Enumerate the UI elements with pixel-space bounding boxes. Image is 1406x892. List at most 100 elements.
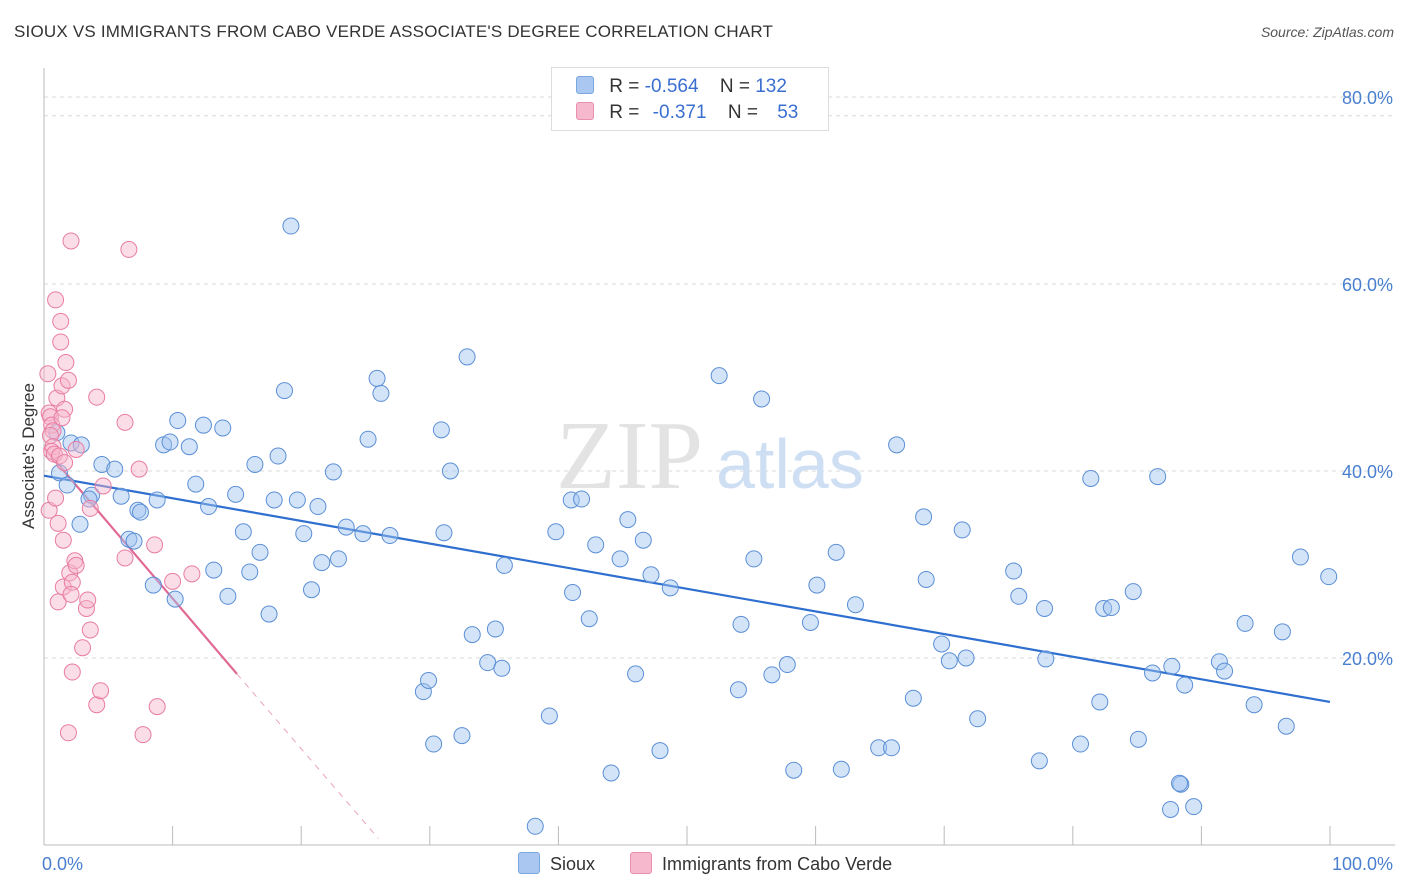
- sioux-point: [1172, 775, 1190, 793]
- legend-sioux-label: Sioux: [550, 854, 596, 874]
- axes: [43, 68, 1395, 846]
- sioux-point: [495, 556, 513, 574]
- y-tick-label: 40.0%: [1342, 462, 1393, 482]
- cabo-point: [134, 726, 152, 744]
- watermark: ZIP atlas: [556, 402, 864, 510]
- sioux-point: [1144, 664, 1162, 682]
- sioux-point: [1102, 599, 1120, 617]
- sioux-point: [547, 523, 565, 541]
- cabo-point: [77, 599, 95, 617]
- cabo-point: [57, 354, 75, 372]
- tick-labels: 20.0% 40.0% 60.0% 80.0% 0.0% 100.0%: [42, 88, 1393, 874]
- sioux-point: [1273, 623, 1291, 641]
- sioux-point: [1036, 599, 1054, 617]
- sioux-point: [260, 605, 278, 623]
- sioux-point: [313, 554, 331, 572]
- sioux-point: [1291, 548, 1309, 566]
- cabo-swatch: [630, 852, 653, 874]
- legend-cabo-label: Immigrants from Cabo Verde: [662, 854, 893, 874]
- legend-item-cabo: Immigrants from Cabo Verde: [630, 852, 892, 875]
- sioux-point: [904, 689, 922, 707]
- cabo-point: [148, 698, 166, 716]
- y-tick-label: 20.0%: [1342, 649, 1393, 669]
- sioux-point: [441, 462, 459, 480]
- sioux-point: [219, 587, 237, 605]
- sioux-point: [420, 671, 438, 689]
- x-tick-label: 100.0%: [1332, 854, 1393, 874]
- sioux-point: [785, 761, 803, 779]
- cabo-point: [59, 724, 77, 742]
- sioux-point: [619, 511, 637, 529]
- sioux-point: [359, 430, 377, 448]
- cabo-point: [183, 565, 201, 583]
- cabo-point: [53, 377, 71, 395]
- sioux-point: [463, 626, 481, 644]
- cabo-point: [52, 333, 70, 351]
- sioux-point: [1163, 657, 1181, 675]
- sioux-point: [1162, 800, 1180, 818]
- legend-n-label: N =: [727, 102, 758, 123]
- sioux-point: [917, 570, 935, 588]
- sioux-point: [763, 666, 781, 684]
- cabo-point: [67, 556, 85, 574]
- cabo-point: [67, 440, 85, 458]
- sioux-point: [269, 447, 287, 465]
- cabo-point: [49, 593, 67, 611]
- sioux-point: [329, 550, 347, 568]
- sioux-point: [1030, 752, 1048, 770]
- correlation-legend: R = -0.564 N = 132 R = -0.371 N = 53: [551, 67, 829, 131]
- cabo-point: [56, 454, 74, 472]
- sioux-point: [161, 433, 179, 451]
- cabo-point: [146, 536, 164, 554]
- sioux-point: [808, 576, 826, 594]
- sioux-swatch: [518, 852, 540, 874]
- y-tick-label: 80.0%: [1342, 88, 1393, 108]
- cabo-point: [92, 682, 110, 700]
- cabo-swatch: [576, 102, 594, 120]
- sioux-point: [234, 523, 252, 541]
- sioux-point: [745, 550, 763, 568]
- legend-n-label: N =: [719, 76, 750, 97]
- cabo-point: [130, 460, 148, 478]
- watermark-atlas: atlas: [716, 425, 864, 503]
- cabo-point: [88, 388, 106, 406]
- cabo-trend-extension: [236, 673, 379, 839]
- sioux-point: [169, 412, 187, 430]
- sioux-point: [801, 613, 819, 631]
- sioux-point: [642, 566, 660, 584]
- sioux-point: [1082, 469, 1100, 487]
- cabo-point: [54, 531, 72, 549]
- y-tick-label: 60.0%: [1342, 275, 1393, 295]
- cabo-point: [79, 591, 97, 609]
- cabo-point: [116, 413, 134, 431]
- cabo-point: [164, 572, 182, 590]
- sioux-point: [1210, 653, 1228, 671]
- sioux-point: [381, 527, 399, 545]
- series-legend: Sioux Immigrants from Cabo Verde: [518, 852, 922, 875]
- sioux-point: [246, 455, 264, 473]
- y-axis-label: Associate's Degree: [19, 383, 38, 529]
- cabo-point: [81, 621, 99, 639]
- legend-n-value: 53: [777, 102, 799, 123]
- legend-r-value: -0.371: [652, 102, 707, 123]
- sioux-point: [753, 390, 771, 408]
- cabo-point: [81, 499, 99, 517]
- sioux-point: [710, 367, 728, 385]
- sioux-point: [1149, 468, 1167, 486]
- cabo-point: [63, 663, 81, 681]
- sioux-point: [205, 561, 223, 579]
- legend-item-sioux: Sioux: [518, 852, 595, 875]
- sioux-point: [493, 659, 511, 677]
- sioux-point: [1176, 676, 1194, 694]
- sioux-point: [627, 665, 645, 683]
- sioux-point: [1277, 717, 1295, 735]
- sioux-point: [354, 525, 372, 543]
- sioux-point: [435, 524, 453, 542]
- sioux-point: [486, 620, 504, 638]
- sioux-point: [368, 369, 386, 387]
- cabo-point: [62, 232, 80, 250]
- cabo-point: [49, 514, 67, 532]
- sioux-point: [969, 710, 987, 728]
- legend-r-value: -0.564: [644, 76, 699, 97]
- sioux-point: [71, 515, 89, 533]
